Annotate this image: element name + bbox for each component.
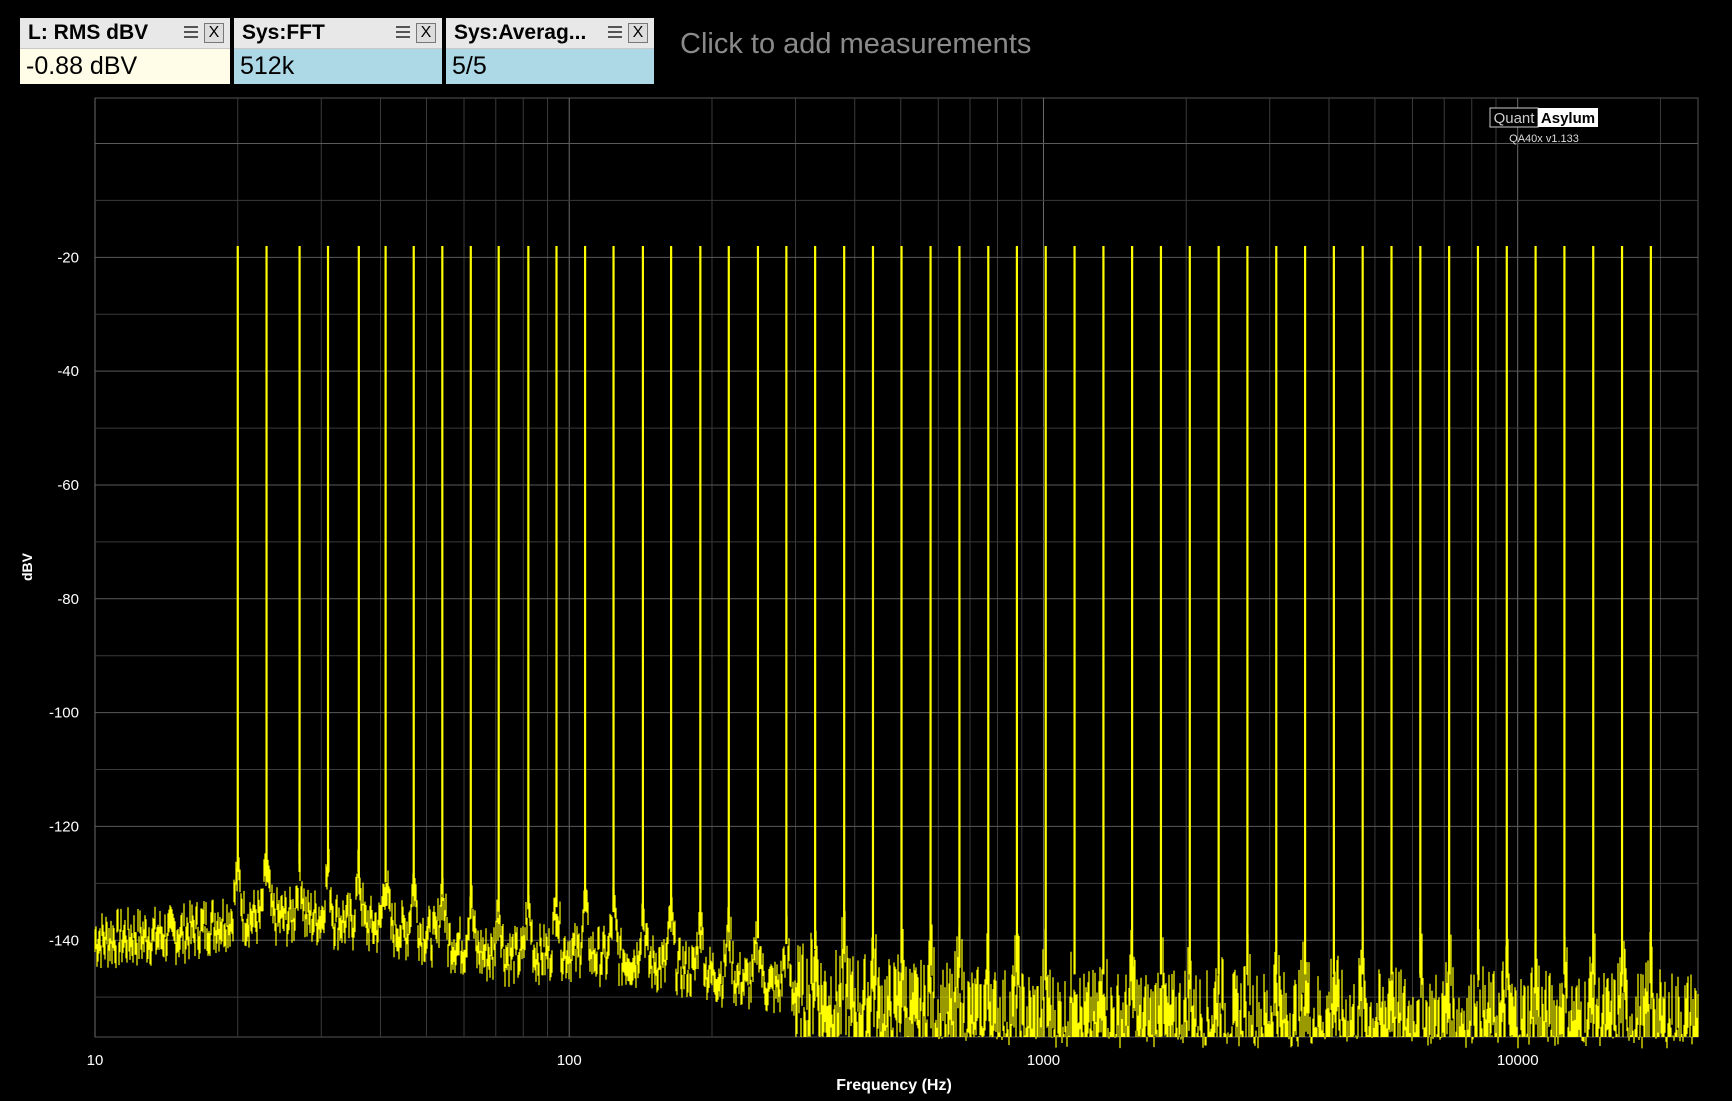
quantasylum-logo: Quant Asylum QA40x v1.133	[1489, 107, 1598, 145]
tile-header: L: RMS dBV X	[20, 18, 230, 49]
y-tick-label: -40	[57, 363, 79, 380]
y-tick-label: -100	[49, 705, 79, 722]
y-tick-label: -20	[57, 249, 79, 266]
chart-grid	[94, 98, 1698, 1037]
close-button[interactable]: X	[628, 23, 648, 43]
tile-value: -0.88 dBV	[26, 52, 138, 80]
noise-floor-trace	[94, 839, 1699, 1049]
y-tick-label: -120	[49, 818, 79, 835]
x-tick-label: 100	[557, 1052, 582, 1069]
menu-icon[interactable]	[396, 26, 410, 40]
plot-area	[94, 97, 1699, 1038]
menu-icon[interactable]	[608, 26, 622, 40]
logo-text-asylum: Asylum	[1541, 110, 1595, 127]
trace-group	[94, 245, 1699, 1049]
x-axis-label: Frequency (Hz)	[836, 1077, 952, 1094]
add-measurements-button[interactable]: Click to add measurements	[680, 28, 1032, 60]
y-tick-label: -140	[49, 932, 79, 949]
logo-text-quant: Quant	[1494, 110, 1536, 127]
x-tick-label: 10	[87, 1052, 104, 1069]
menu-icon[interactable]	[184, 26, 198, 40]
y-tick-label: -80	[57, 591, 79, 608]
measurement-tile-rms[interactable]: L: RMS dBV X -0.88 dBV	[18, 16, 232, 86]
x-tick-label: 1000	[1027, 1052, 1060, 1069]
close-button[interactable]: X	[204, 23, 224, 43]
y-axis-label: dBV	[19, 552, 35, 581]
y-tick-label: -60	[57, 477, 79, 494]
tile-value: 512k	[240, 52, 295, 80]
chart-ticks: 10 100 1000 10000 -20 -40 -60 -80 -100 -120 -140	[49, 249, 1539, 1069]
version-label: QA40x v1.133	[1509, 133, 1579, 145]
tile-header: Sys:Averag... X	[446, 18, 654, 49]
close-button[interactable]: X	[416, 23, 436, 43]
measurement-tile-averages[interactable]: Sys:Averag... X 5/5	[444, 16, 656, 86]
tile-header: Sys:FFT X	[234, 18, 442, 49]
tile-value: 5/5	[452, 52, 487, 80]
measurement-tile-fft[interactable]: Sys:FFT X 512k	[232, 16, 444, 86]
x-tick-label: 10000	[1497, 1052, 1539, 1069]
